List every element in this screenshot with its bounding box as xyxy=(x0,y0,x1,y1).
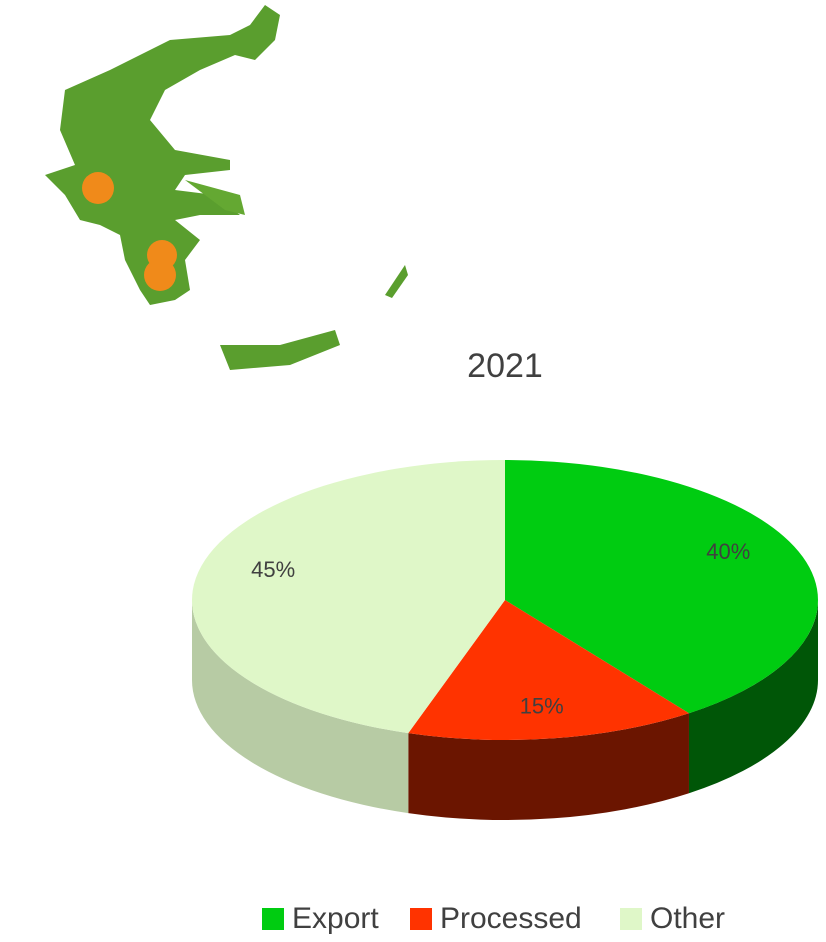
data-label: 40% xyxy=(706,539,750,564)
mainland xyxy=(45,5,280,305)
legend-swatch xyxy=(410,908,432,930)
legend-label: Other xyxy=(650,902,725,935)
slice xyxy=(192,460,506,734)
orange xyxy=(82,172,114,204)
island xyxy=(185,180,245,215)
legend-label: Export xyxy=(292,902,379,935)
slice-side xyxy=(192,600,409,814)
orange xyxy=(144,259,176,291)
crete xyxy=(220,330,340,370)
slice xyxy=(505,460,818,714)
legend-swatch xyxy=(262,908,284,930)
map-decoration xyxy=(45,5,408,370)
legend-label: Processed xyxy=(440,902,582,935)
chart-title: 2021 xyxy=(467,347,543,385)
island xyxy=(385,265,408,298)
slice-side xyxy=(408,713,689,821)
legend-swatch xyxy=(620,908,642,930)
data-label: 15% xyxy=(520,693,564,718)
slice xyxy=(408,600,689,740)
slice-side xyxy=(688,600,818,794)
data-label: 45% xyxy=(251,557,295,582)
